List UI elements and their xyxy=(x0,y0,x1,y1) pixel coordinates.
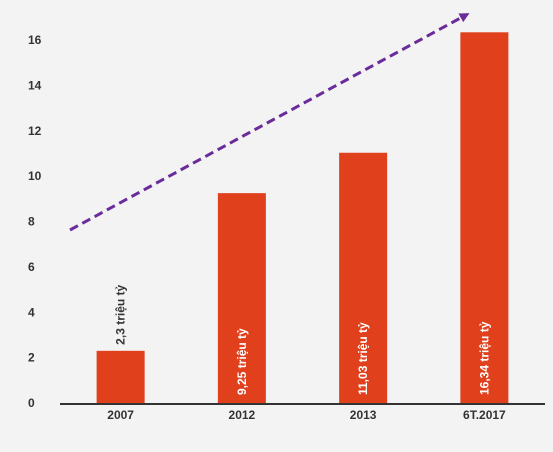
bars xyxy=(96,32,509,403)
y-tick-label: 6 xyxy=(28,260,35,274)
data-labels: 2,3 triệu tỷ 9,25 triệu tỷ 11,03 triệu tỷ 1… xyxy=(114,284,492,395)
x-tick-label: 2012 xyxy=(229,408,256,422)
y-tick-label: 12 xyxy=(28,124,42,138)
bar-1 xyxy=(217,193,266,403)
y-tick-label: 0 xyxy=(28,396,35,410)
y-tick-label: 10 xyxy=(28,169,42,183)
x-tick-label: 6T.2017 xyxy=(463,408,506,422)
bar-2 xyxy=(339,152,388,403)
y-tick-label: 16 xyxy=(28,33,42,47)
data-label-1: 9,25 triệu tỷ xyxy=(235,328,249,395)
data-label-2: 11,03 triệu tỷ xyxy=(356,322,370,395)
data-label-0: 2,3 triệu tỷ xyxy=(114,284,128,344)
x-tick-label: 2007 xyxy=(107,408,134,422)
y-tick-label: 4 xyxy=(28,305,35,319)
x-tick-label: 2013 xyxy=(350,408,377,422)
y-axis-ticks: 0 2 4 6 8 10 12 14 16 xyxy=(28,33,42,410)
bar-3 xyxy=(460,32,509,403)
trend-arrow xyxy=(69,13,470,232)
y-tick-label: 14 xyxy=(28,78,42,92)
y-tick-label: 2 xyxy=(28,351,35,365)
data-label-3: 16,34 triệu tỷ xyxy=(477,321,491,395)
y-tick-label: 8 xyxy=(28,215,35,229)
bar-0 xyxy=(96,350,145,403)
x-axis-ticks: 2007 2012 2013 6T.2017 xyxy=(107,408,506,422)
